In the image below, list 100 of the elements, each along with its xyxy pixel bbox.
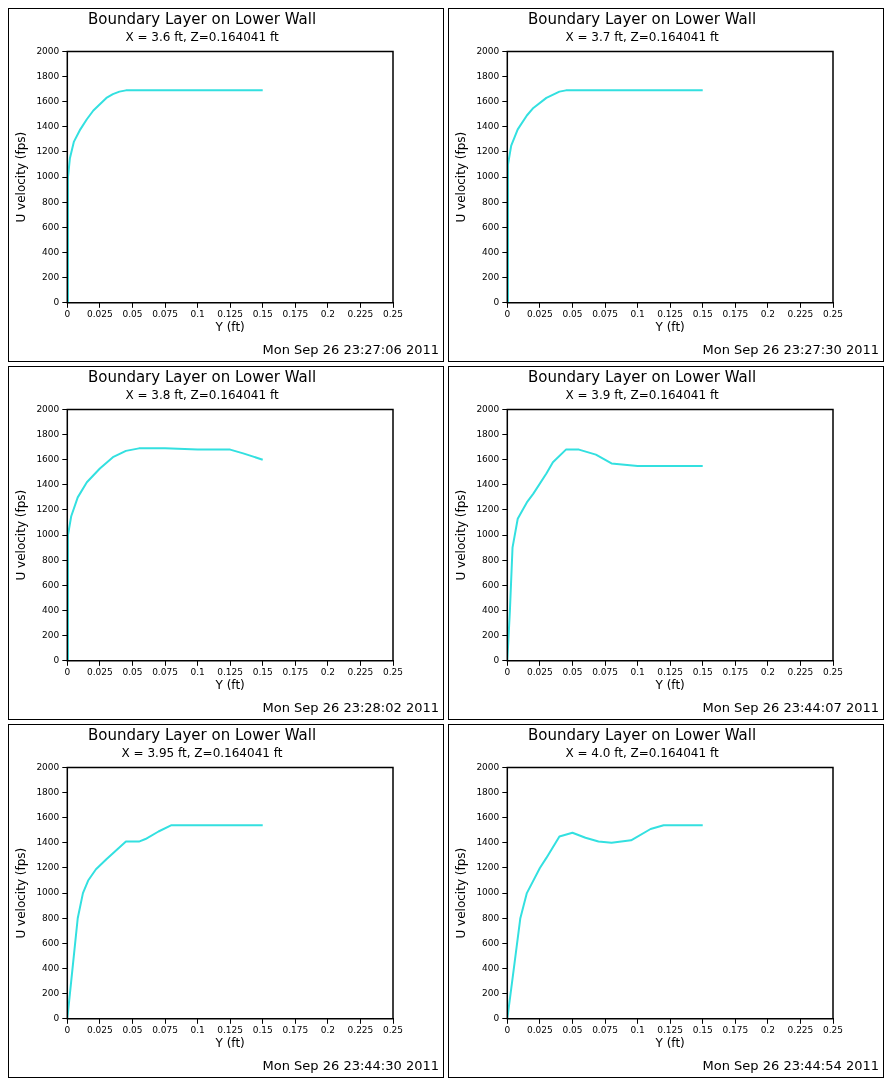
x-tick-label: 0.25 bbox=[382, 1024, 404, 1035]
x-tick-label: 0.15 bbox=[692, 666, 713, 677]
x-tick-label: 0.1 bbox=[190, 308, 205, 319]
chart-subtitle: X = 3.6 ft, Z=0.164041 ft bbox=[125, 30, 279, 45]
y-tick-label: 400 bbox=[42, 604, 60, 615]
x-tick-label: 0.05 bbox=[122, 1024, 143, 1035]
y-tick-label: 200 bbox=[42, 988, 60, 998]
y-tick-label: 1000 bbox=[36, 529, 60, 540]
y-tick-label: 2000 bbox=[476, 45, 500, 56]
x-axis-title: Y (ft) bbox=[654, 1035, 685, 1050]
y-tick-label: 1600 bbox=[36, 96, 60, 107]
x-tick-label: 0.175 bbox=[722, 308, 749, 319]
text: Mon Sep 26 23:27:06 2011 bbox=[262, 341, 439, 357]
chart-title: Boundary Layer on Lower Wall bbox=[527, 9, 757, 28]
x-tick-label: 0.25 bbox=[822, 1024, 844, 1035]
x-tick-label: 0.175 bbox=[282, 666, 309, 677]
x-tick-label: 0.05 bbox=[562, 666, 583, 677]
x-tick-label: 0 bbox=[64, 308, 71, 319]
x-tick-label: 0.025 bbox=[86, 308, 113, 319]
x-tick-label: 0.225 bbox=[787, 1024, 814, 1035]
x-tick-label: 0.075 bbox=[152, 308, 178, 319]
y-tick-label: 400 bbox=[482, 604, 500, 615]
y-axis-title: U velocity (fps) bbox=[14, 131, 29, 223]
y-tick-label: 800 bbox=[42, 554, 60, 565]
y-tick-label: 0 bbox=[493, 297, 500, 308]
x-tick-label: 0.2 bbox=[320, 308, 336, 319]
y-tick-label: 1400 bbox=[476, 479, 500, 490]
y-axis-title: U velocity (fps) bbox=[14, 489, 29, 581]
x-tick-label: 0.05 bbox=[122, 308, 143, 319]
chart-subtitle: X = 3.9 ft, Z=0.164041 ft bbox=[565, 388, 719, 403]
x-tick-label: 0.025 bbox=[526, 308, 553, 319]
text: Mon Sep 26 23:27:30 2011 bbox=[702, 341, 879, 357]
y-tick-label: 1200 bbox=[476, 504, 500, 515]
y-tick-label: 600 bbox=[482, 221, 500, 232]
x-axis-title: Y (ft) bbox=[214, 319, 245, 334]
y-tick-label: 800 bbox=[482, 912, 500, 923]
y-axis-title: U velocity (fps) bbox=[454, 131, 469, 223]
y-tick-label: 800 bbox=[482, 554, 500, 565]
x-tick-label: 0.175 bbox=[282, 1024, 309, 1035]
y-tick-label: 800 bbox=[42, 196, 60, 207]
y-tick-label: 1800 bbox=[476, 786, 500, 797]
y-tick-label: 1800 bbox=[36, 428, 60, 439]
x-tick-label: 0.225 bbox=[347, 1024, 374, 1035]
x-tick-label: 0.225 bbox=[787, 308, 814, 319]
y-tick-label: 2000 bbox=[36, 45, 60, 56]
x-tick-label: 0.15 bbox=[252, 1024, 273, 1035]
x-axis-title: Y (ft) bbox=[214, 677, 245, 692]
y-axis-title: U velocity (fps) bbox=[454, 489, 469, 581]
x-tick-label: 0.225 bbox=[347, 308, 374, 319]
y-tick-label: 600 bbox=[42, 579, 60, 590]
x-tick-label: 0.025 bbox=[526, 666, 553, 677]
x-tick-label: 0.2 bbox=[760, 666, 776, 677]
x-tick-label: 0.1 bbox=[630, 308, 645, 319]
y-tick-label: 400 bbox=[482, 962, 500, 973]
y-tick-label: 1800 bbox=[36, 786, 60, 797]
x-axis-title: Y (ft) bbox=[654, 677, 685, 692]
x-tick-label: 0.075 bbox=[152, 1024, 178, 1035]
chart-title: Boundary Layer on Lower Wall bbox=[527, 367, 757, 386]
y-tick-label: 2000 bbox=[476, 403, 500, 414]
x-tick-label: 0.175 bbox=[722, 1024, 749, 1035]
x-tick-label: 0 bbox=[504, 1024, 511, 1035]
y-tick-label: 0 bbox=[53, 1013, 60, 1024]
y-tick-label: 1400 bbox=[36, 121, 60, 132]
x-tick-label: 0.25 bbox=[382, 666, 404, 677]
y-tick-label: 600 bbox=[482, 937, 500, 948]
y-tick-label: 1200 bbox=[36, 146, 60, 157]
y-tick-label: 1400 bbox=[476, 837, 500, 848]
x-tick-label: 0.1 bbox=[630, 1024, 645, 1035]
x-tick-label: 0.15 bbox=[692, 1024, 713, 1035]
x-tick-label: 0.125 bbox=[217, 666, 244, 677]
chart-subtitle: X = 3.8 ft, Z=0.164041 ft bbox=[125, 388, 279, 403]
y-tick-label: 200 bbox=[42, 272, 60, 282]
y-tick-label: 800 bbox=[482, 196, 500, 207]
y-tick-label: 1000 bbox=[476, 887, 500, 898]
y-tick-label: 600 bbox=[482, 579, 500, 590]
x-tick-label: 0.125 bbox=[657, 1024, 684, 1035]
x-tick-label: 0.175 bbox=[722, 666, 749, 677]
chart-subtitle: X = 3.95 ft, Z=0.164041 ft bbox=[121, 746, 283, 761]
y-tick-label: 0 bbox=[53, 655, 60, 666]
x-tick-label: 0.1 bbox=[630, 666, 645, 677]
x-tick-label: 0.025 bbox=[526, 1024, 553, 1035]
x-axis-title: Y (ft) bbox=[654, 319, 685, 334]
x-tick-label: 0.125 bbox=[657, 666, 684, 677]
x-tick-label: 0.15 bbox=[252, 308, 273, 319]
y-tick-label: 1000 bbox=[36, 171, 60, 182]
y-tick-label: 1800 bbox=[476, 428, 500, 439]
chart-title: Boundary Layer on Lower Wall bbox=[87, 725, 317, 744]
y-tick-label: 200 bbox=[42, 630, 60, 640]
text: Mon Sep 26 23:28:02 2011 bbox=[262, 699, 439, 715]
chart-subtitle: X = 3.7 ft, Z=0.164041 ft bbox=[565, 30, 719, 45]
x-tick-label: 0.125 bbox=[217, 308, 244, 319]
y-tick-label: 1600 bbox=[476, 454, 500, 465]
x-axis-title: Y (ft) bbox=[214, 1035, 245, 1050]
x-tick-label: 0.075 bbox=[152, 666, 178, 677]
x-tick-label: 0.2 bbox=[320, 666, 336, 677]
y-tick-label: 1200 bbox=[36, 862, 60, 873]
y-tick-label: 1600 bbox=[36, 812, 60, 823]
x-tick-label: 0.075 bbox=[592, 1024, 618, 1035]
x-tick-label: 0.2 bbox=[760, 1024, 776, 1035]
chart-title: Boundary Layer on Lower Wall bbox=[87, 9, 317, 28]
